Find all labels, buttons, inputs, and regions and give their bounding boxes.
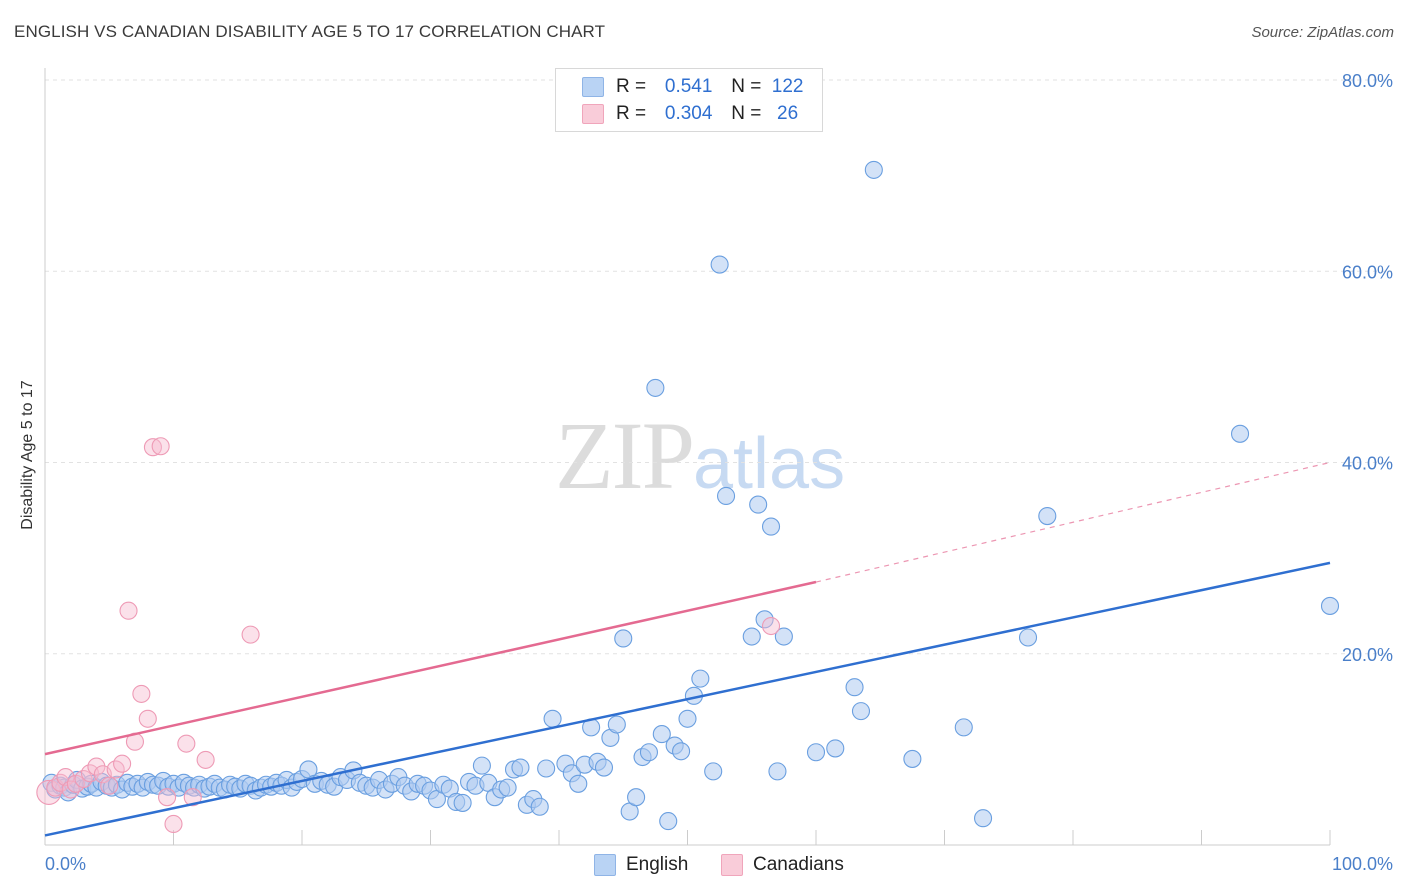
canadians-point bbox=[138, 709, 157, 728]
english-point bbox=[973, 809, 993, 828]
english-point bbox=[627, 788, 646, 807]
english-point bbox=[806, 743, 826, 762]
english-point bbox=[646, 378, 665, 397]
canadians-points bbox=[36, 437, 781, 834]
chart-title: ENGLISH VS CANADIAN DISABILITY AGE 5 TO … bbox=[14, 22, 606, 41]
canadians-point bbox=[183, 788, 202, 807]
english-points bbox=[42, 160, 1340, 831]
canadians-n-value: 26 bbox=[777, 103, 799, 124]
english-point bbox=[453, 793, 472, 812]
canadians-point bbox=[61, 780, 80, 799]
legend-row-canadians: R = 0.304 N = 26 bbox=[582, 102, 809, 126]
canadians-point bbox=[143, 438, 162, 457]
legend-row-english: R = 0.541 N = 122 bbox=[582, 75, 809, 99]
y-tick-label: 60.0% bbox=[1342, 262, 1393, 282]
english-point bbox=[607, 715, 626, 734]
watermark: ZIPatlas bbox=[555, 400, 845, 511]
canadians-point bbox=[113, 754, 132, 773]
english-point bbox=[691, 669, 710, 688]
english-point bbox=[511, 758, 530, 777]
x-tick-label: 100.0% bbox=[1332, 854, 1393, 874]
english-r-label: R = bbox=[616, 76, 647, 97]
english-point bbox=[652, 725, 671, 744]
english-point bbox=[659, 812, 678, 831]
trend-lines bbox=[44, 461, 1331, 837]
watermark-atlas: atlas bbox=[693, 424, 846, 504]
bottom-english-label: English bbox=[626, 854, 689, 875]
canadians-n-label: N = bbox=[731, 103, 762, 124]
english-point bbox=[543, 709, 562, 728]
canadians-point bbox=[119, 601, 138, 620]
y-tick-label: 40.0% bbox=[1342, 454, 1393, 474]
bottom-canadians-label: Canadians bbox=[753, 854, 844, 875]
canadians-point bbox=[100, 776, 119, 795]
canadians-point bbox=[761, 616, 781, 636]
english-point bbox=[761, 517, 781, 536]
english-point bbox=[851, 702, 871, 721]
canadians-trend-extension bbox=[815, 461, 1331, 583]
gridlines bbox=[45, 79, 1392, 655]
english-point bbox=[639, 743, 659, 762]
english-point bbox=[755, 610, 774, 629]
source-label: Source: ZipAtlas.com bbox=[1251, 24, 1394, 41]
canadians-point bbox=[51, 773, 70, 792]
english-r-value: 0.541 bbox=[664, 76, 713, 97]
tick-labels: 20.0% 40.0% 60.0% 80.0% 0.0% 100.0% bbox=[45, 71, 1393, 874]
canadians-point bbox=[80, 764, 100, 783]
bottom-english-swatch bbox=[594, 854, 616, 876]
bottom-canadians-swatch bbox=[721, 854, 743, 876]
english-point bbox=[710, 255, 729, 274]
english-point bbox=[472, 756, 491, 775]
english-point bbox=[1320, 596, 1340, 615]
english-swatch bbox=[582, 77, 604, 97]
english-point bbox=[749, 495, 768, 514]
canadians-point bbox=[164, 814, 183, 834]
canadians-point bbox=[241, 625, 260, 644]
english-point bbox=[742, 627, 761, 646]
english-point bbox=[845, 678, 864, 697]
canadians-swatch bbox=[582, 104, 604, 124]
english-point bbox=[903, 749, 922, 768]
english-point bbox=[498, 778, 517, 797]
english-point bbox=[1231, 424, 1250, 443]
canadians-r-label: R = bbox=[616, 103, 647, 124]
canadians-point bbox=[158, 788, 177, 807]
english-trend-line bbox=[44, 561, 1331, 837]
stats-legend: R = 0.541 N = 122 R = 0.304 N = 26 bbox=[555, 68, 823, 132]
english-point bbox=[678, 709, 697, 728]
canadians-trend-line bbox=[44, 580, 817, 756]
canadians-point bbox=[87, 757, 106, 776]
bottom-legend-english: English bbox=[594, 852, 688, 878]
y-tick-label: 80.0% bbox=[1342, 71, 1393, 91]
english-point bbox=[614, 629, 633, 648]
english-point bbox=[530, 797, 549, 816]
english-point bbox=[768, 762, 787, 781]
canadians-point bbox=[196, 750, 215, 769]
english-point bbox=[954, 718, 973, 737]
bottom-legend-canadians: Canadians bbox=[721, 852, 844, 878]
english-n-label: N = bbox=[731, 76, 762, 97]
english-point bbox=[1018, 628, 1038, 647]
axes bbox=[44, 68, 1331, 846]
english-n-value: 122 bbox=[771, 76, 804, 97]
english-point bbox=[716, 486, 736, 506]
canadians-point bbox=[177, 734, 196, 753]
canadians-point bbox=[132, 684, 151, 703]
english-point bbox=[704, 762, 723, 781]
x-tick-label: 0.0% bbox=[45, 854, 86, 874]
english-point bbox=[864, 160, 883, 179]
english-point bbox=[537, 759, 556, 778]
english-point bbox=[569, 774, 588, 793]
english-point bbox=[594, 758, 614, 777]
english-point bbox=[826, 739, 845, 758]
canadians-r-value: 0.304 bbox=[664, 103, 713, 124]
y-tick-label: 20.0% bbox=[1342, 645, 1393, 665]
english-point bbox=[1038, 506, 1057, 526]
english-point bbox=[672, 742, 691, 761]
watermark-zip: ZIP bbox=[555, 402, 695, 509]
canadians-point bbox=[151, 437, 170, 456]
english-point bbox=[774, 627, 793, 646]
